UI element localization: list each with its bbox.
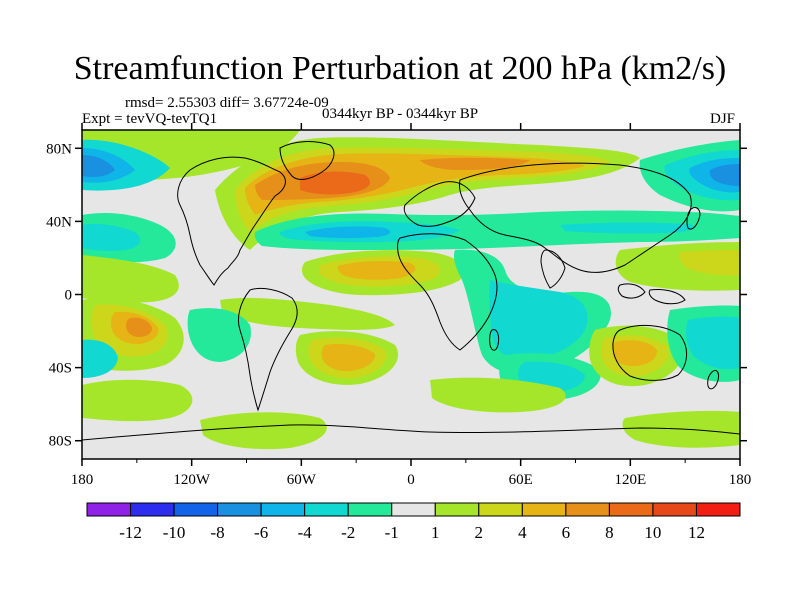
indian-ocean-low-2 [489, 280, 588, 360]
australia-coast [612, 325, 687, 381]
colorbar-swatch [434, 502, 480, 517]
x-tick-label: 180 [71, 472, 94, 488]
colorbar-label: -12 [119, 523, 142, 542]
greenland-coast [279, 141, 335, 180]
asia-coast [459, 162, 692, 273]
colorbar-swatch [260, 502, 306, 517]
colorbar-swatch [347, 502, 393, 517]
colorbar-label: -8 [211, 523, 225, 542]
east-pacific-low [187, 308, 251, 362]
new-zealand-coast [707, 369, 719, 390]
colorbar-label: 1 [431, 523, 440, 542]
x-tick-label: 60E [509, 472, 533, 488]
colorbar-label: -10 [163, 523, 186, 542]
new-guinea-coast [648, 289, 686, 305]
tasman-low-2 [686, 316, 740, 370]
field-shading [82, 130, 740, 450]
coastlines [82, 141, 740, 441]
north-africa-positive-4 [337, 261, 416, 280]
north-america-coast [177, 156, 286, 286]
antarctica-coast [82, 424, 740, 441]
colorbar-swatch [173, 502, 219, 517]
eurasia-positive-6 [420, 157, 530, 170]
y-tick-label: 0 [65, 288, 73, 304]
colorbar-label: 4 [518, 523, 527, 542]
south-atlantic-positive-4 [321, 344, 376, 372]
colorbar: -12 -10 -8 -6 -4 -2 -1 1 2 4 6 8 10 12 [86, 502, 741, 542]
colorbar-swatch [478, 502, 523, 517]
sh-midlat-positive-east [430, 377, 566, 413]
x-tick-label: 180 [729, 472, 752, 488]
south-america-coast [237, 287, 298, 412]
madagascar-coast [489, 329, 500, 351]
colorbar-swatch [652, 502, 697, 517]
page-title: Streamfunction Perturbation at 200 hPa (… [73, 50, 727, 87]
colorbar-swatch [391, 502, 436, 517]
west-pacific-positive-2 [679, 250, 740, 276]
colorbar-swatch [304, 502, 349, 517]
colorbar-label: -4 [298, 523, 313, 542]
pacific-midlat-low-2 [82, 223, 141, 251]
x-tick-label: 60W [287, 472, 317, 488]
sw-pacific-low [82, 339, 118, 378]
colorbar-swatch [130, 502, 175, 517]
colorbar-swatch [86, 502, 132, 517]
colorbar-label: -2 [341, 523, 355, 542]
y-tick-label: 80S [49, 434, 72, 450]
x-tick-label: 120W [173, 472, 211, 488]
y-tick-label: 80N [46, 141, 72, 157]
south-pacific-positive-6 [126, 317, 152, 337]
pacific-subtropic-positive [82, 255, 179, 303]
africa-coast [397, 233, 498, 351]
colorbar-swatch [217, 502, 262, 517]
ne-asia-low-6 [709, 164, 740, 186]
nh-positive-8 [300, 171, 370, 195]
experiment-label: Expt = tevVQ-tevTQ1 [82, 111, 218, 127]
colorbar-label: 8 [605, 523, 614, 542]
antarctic-positive-west [200, 412, 327, 450]
sh-midlat-positive-west [82, 379, 193, 422]
arctic-pacific-low-core [82, 155, 115, 178]
y-tick-label: 40S [49, 361, 72, 377]
y-tick-label: 40N [46, 214, 72, 230]
colorbar-label: 6 [562, 523, 571, 542]
india-coast [540, 249, 566, 289]
colorbar-label: -6 [254, 523, 268, 542]
tropical-atlantic-positive [220, 297, 395, 330]
colorbar-label: 12 [688, 523, 705, 542]
japan-coast [686, 207, 701, 230]
colorbar-swatch [695, 502, 741, 517]
season-label: DJF [710, 111, 736, 127]
stats-label: rmsd= 2.55303 diff= 3.67724e-09 [125, 95, 329, 111]
x-tick-label: 0 [407, 472, 415, 488]
colorbar-label: 10 [644, 523, 661, 542]
x-tick-label: 120E [614, 472, 646, 488]
colorbar-swatch [565, 502, 610, 517]
borneo-coast [617, 283, 646, 299]
period-label: 0344kyr BP - 0344kyr BP [322, 106, 479, 122]
asia-midlat-low-2 [560, 222, 694, 234]
colorbar-label: 2 [475, 523, 484, 542]
map-axes: 180 120W 60W 0 60E 120E 180 80N 40N 0 40S 80S [46, 123, 751, 488]
atlantic-low-4 [305, 226, 391, 239]
colorbar-label: -1 [385, 523, 399, 542]
europe-coast [403, 181, 476, 227]
australia-positive-4 [612, 340, 658, 367]
colorbar-swatch [608, 502, 654, 517]
colorbar-swatch [521, 502, 567, 517]
